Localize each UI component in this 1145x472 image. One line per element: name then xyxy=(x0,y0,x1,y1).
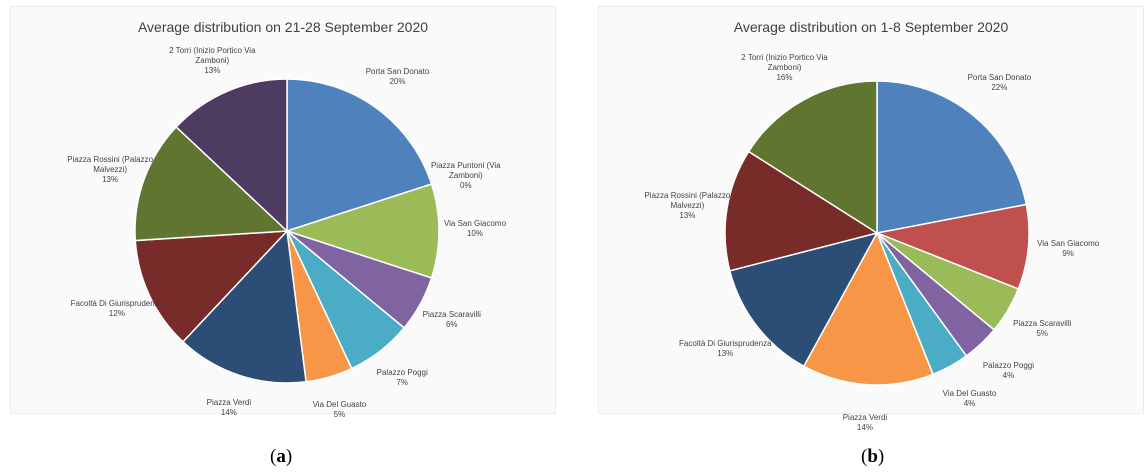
slice-label-name: Piazza Rossini (Palazzo Malvezzi) xyxy=(67,155,154,175)
slice-label-percent: 16% xyxy=(776,72,793,82)
pie-slice-2-torri-inizio-portico-via-zamboni xyxy=(175,78,288,233)
slice-label-via-san-giacomo: Via San Giacomo 10% xyxy=(435,219,515,239)
slice-label-percent: 13% xyxy=(102,175,119,185)
slice-label-name: 2 Torri (Inizio Portico Via Zamboni) xyxy=(741,52,828,72)
slice-label-piazza-scaravilli: Piazza Scaravilli 5% xyxy=(1002,319,1082,339)
slice-label-name: Palazzo Poggi xyxy=(982,360,1034,370)
slice-label-palazzo-poggi: Palazzo Poggi 4% xyxy=(968,361,1048,381)
pie-slice-via-san-giacomo xyxy=(284,183,440,279)
slice-label-piazza-verdi: Piazza Verdi 14% xyxy=(189,398,269,418)
slice-label-name: Via San Giacomo xyxy=(443,219,507,228)
pie-slice-porta-san-donato xyxy=(286,78,433,233)
figure-caption-a: (a) xyxy=(270,446,293,467)
pie-slice-facolt-di-giurisprudenza xyxy=(728,231,879,368)
slice-label-facolt-di-giurisprudenza: Facoltà Di Giurisprudenza 12% xyxy=(69,299,165,319)
slice-label-piazza-verdi: Piazza Verdi 14% xyxy=(825,413,905,433)
slice-label-percent: 5% xyxy=(1036,328,1049,338)
slice-label-percent: 0% xyxy=(460,180,472,190)
slice-label-percent: 14% xyxy=(856,422,873,432)
slice-label-name: Porta San Donato xyxy=(967,73,1032,83)
slice-label-2-torri-inizio-portico-via-zamboni: 2 Torri (Inizio Portico Via Zamboni) 16% xyxy=(737,53,833,83)
slice-label-name: Piazza Scaravilli xyxy=(422,309,481,319)
slice-label-name: Via Del Guasto xyxy=(312,399,367,409)
pie-slice-2-torri-inizio-portico-via-zamboni xyxy=(747,80,878,235)
pie-slice-via-san-giacomo xyxy=(874,203,1030,290)
slice-label-name: Piazza Rossini (Palazzo Malvezzi) xyxy=(644,190,731,210)
slice-label-percent: 6% xyxy=(445,319,458,329)
slice-label-name: Piazza Verdi xyxy=(206,397,252,407)
slice-label-percent: 4% xyxy=(963,399,976,409)
figure-caption-b: (b) xyxy=(861,446,885,467)
pie-slice-piazza-verdi xyxy=(802,231,934,386)
slice-label-piazza-rossini-palazzo-malvezzi: Piazza Rossini (Palazzo Malvezzi) 13% xyxy=(62,155,158,185)
slice-label-percent: 20% xyxy=(389,76,406,86)
slice-label-facolt-di-giurisprudenza: Facoltà Di Giurisprudenza 13% xyxy=(677,339,773,359)
pie-slice-porta-san-donato xyxy=(876,80,1028,234)
slice-label-percent: 10% xyxy=(466,229,483,238)
slice-label-name: Via Del Guasto xyxy=(942,389,997,399)
slice-label-percent: 12% xyxy=(108,309,125,319)
pie-slice-piazza-verdi xyxy=(181,229,307,384)
slice-label-name: 2 Torri (Inizio Portico Via Zamboni) xyxy=(169,46,256,66)
slice-label-percent: 9% xyxy=(1062,249,1074,259)
slice-label-percent: 13% xyxy=(204,66,221,76)
slice-label-via-san-giacomo: Via San Giacomo 9% xyxy=(1028,239,1108,259)
slice-label-name: Facoltà Di Giurisprudenza xyxy=(679,338,772,348)
slice-label-percent: 14% xyxy=(220,407,237,417)
pie-slice-piazza-rossini-palazzo-malvezzi xyxy=(724,150,879,272)
slice-label-percent: 13% xyxy=(679,210,696,220)
pie-chart-panel-b: Average distribution on 1-8 September 20… xyxy=(598,6,1144,432)
slice-label-name: Porta San Donato xyxy=(365,66,430,76)
slice-label-name: Piazza Verdi xyxy=(842,412,888,422)
pie-chart-svg xyxy=(134,78,440,384)
slice-label-piazza-puntoni-via-zamboni: Piazza Puntoni (Via Zamboni) 0% xyxy=(418,161,514,191)
pie-slice-facolt-di-giurisprudenza xyxy=(134,230,289,343)
slice-label-percent: 22% xyxy=(991,83,1008,93)
slice-label-via-del-guasto: Via Del Guasto 4% xyxy=(929,389,1009,409)
slice-label-percent: 13% xyxy=(717,348,734,358)
slice-label-2-torri-inizio-portico-via-zamboni: 2 Torri (Inizio Portico Via Zamboni) 13% xyxy=(164,46,260,76)
slice-label-name: Via San Giacomo xyxy=(1037,239,1100,249)
pie-chart-svg xyxy=(724,80,1030,386)
slice-label-porta-san-donato: Porta San Donato 20% xyxy=(358,67,438,87)
slice-label-piazza-scaravilli: Piazza Scaravilli 6% xyxy=(412,310,492,330)
slice-label-via-del-guasto: Via Del Guasto 5% xyxy=(299,400,379,420)
slice-label-palazzo-poggi: Palazzo Poggi 7% xyxy=(362,368,442,388)
slice-label-percent: 7% xyxy=(396,377,408,387)
slice-label-percent: 5% xyxy=(333,409,346,419)
slice-label-percent: 4% xyxy=(1002,370,1015,380)
chart-title: Average distribution on 1-8 September 20… xyxy=(733,19,1009,35)
slice-label-name: Piazza Puntoni (Via Zamboni) xyxy=(430,160,501,180)
slice-label-piazza-rossini-palazzo-malvezzi: Piazza Rossini (Palazzo Malvezzi) 13% xyxy=(639,191,735,221)
slice-label-name: Palazzo Poggi xyxy=(376,367,428,377)
slice-label-name: Facoltà Di Giurisprudenza xyxy=(70,299,164,309)
slice-label-porta-san-donato: Porta San Donato 22% xyxy=(959,73,1039,93)
chart-title: Average distribution on 21-28 September … xyxy=(137,19,429,35)
pie-slice-piazza-rossini-palazzo-malvezzi xyxy=(134,125,289,242)
slice-label-name: Piazza Scaravilli xyxy=(1013,318,1072,328)
pie-chart-panel-a: Average distribution on 21-28 September … xyxy=(10,6,556,419)
